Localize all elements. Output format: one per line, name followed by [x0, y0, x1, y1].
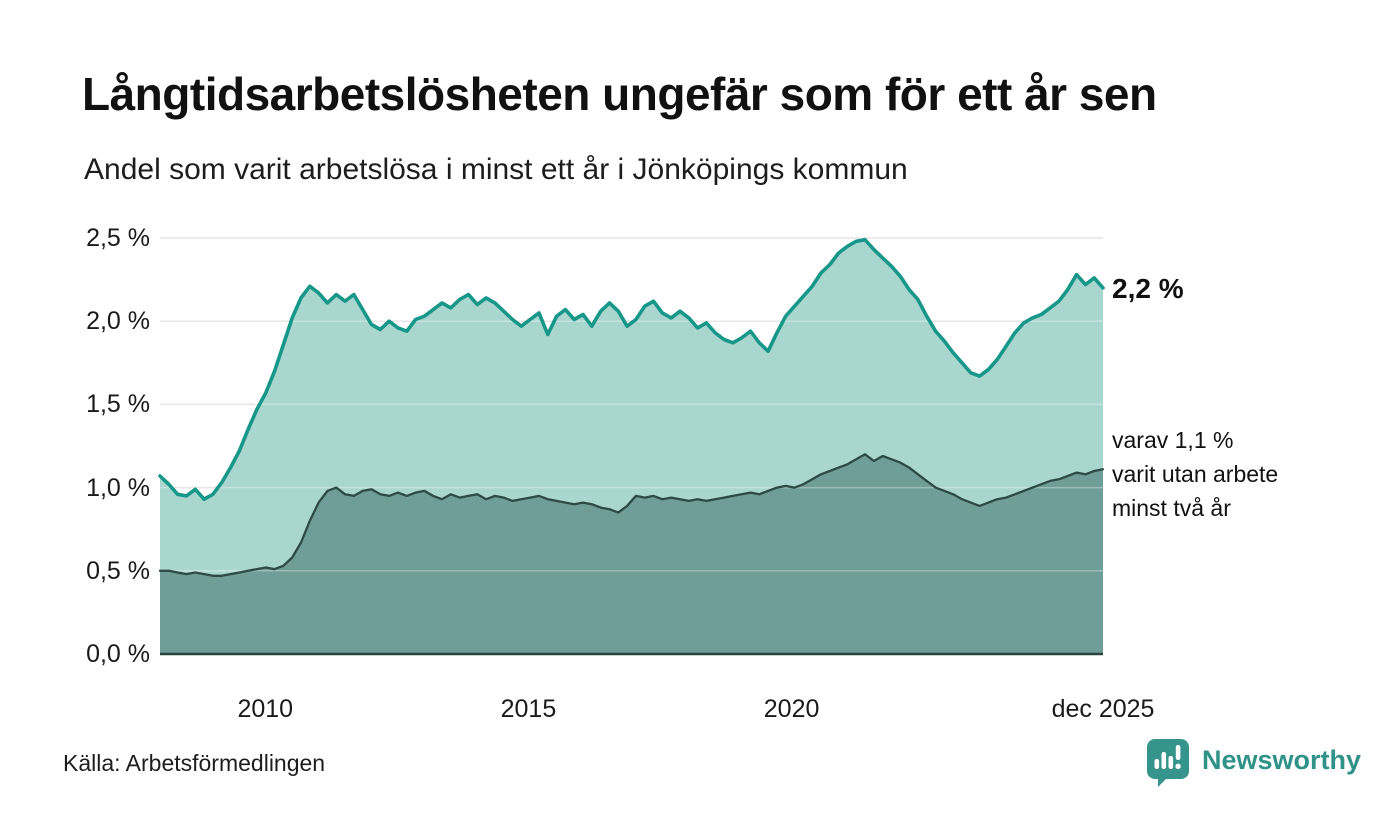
newsworthy-wordmark: Newsworthy — [1202, 745, 1362, 775]
source-credit: Källa: Arbetsförmedlingen — [63, 750, 326, 776]
newsworthy-logo[interactable]: Newsworthy — [1146, 738, 1361, 788]
series-end-value-label: 2,2 % — [1112, 273, 1184, 304]
line-minst-tva-ar — [158, 453, 1105, 577]
x-tick-label: 2010 — [237, 695, 294, 723]
page-subtitle: Andel som varit arbetslösa i minst ett å… — [84, 153, 908, 186]
x-tick-label: 2015 — [500, 695, 557, 723]
series-annotation-label: varav 1,1 % varit utan arbete minst två … — [1112, 427, 1279, 521]
y-tick-label: 2,5 % — [86, 224, 150, 252]
newsworthy-bubble-icon — [1147, 739, 1189, 787]
x-tick-label: 2020 — [763, 695, 820, 723]
line-minst-ett-ar — [158, 237, 1105, 502]
page-title: Långtidsarbetslösheten ungefär som för e… — [82, 68, 1157, 120]
y-tick-label: 0,5 % — [86, 556, 150, 585]
area-fill-minst-tva-ar — [160, 454, 1103, 654]
y-tick-label: 0,0 % — [86, 640, 150, 668]
y-tick-label: 2,0 % — [86, 307, 150, 336]
x-tick-label: dec 2025 — [1051, 695, 1155, 723]
y-tick-label: 1,0 % — [86, 473, 150, 502]
y-tick-label: 1,5 % — [86, 390, 150, 419]
